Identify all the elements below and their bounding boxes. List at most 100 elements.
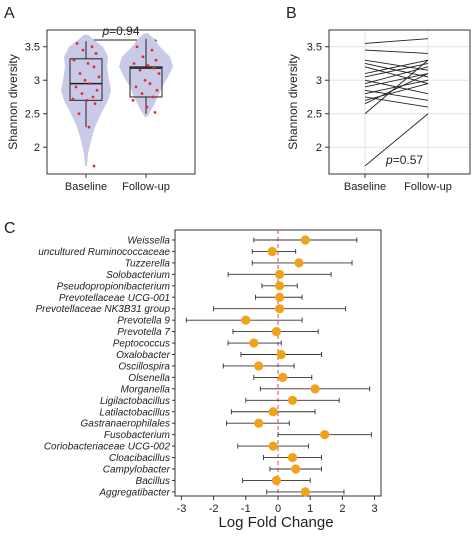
paired-line	[364, 73, 429, 88]
panel-a-y-tick-label: 3.5	[25, 42, 40, 54]
panel-a-data-point	[83, 78, 87, 82]
panel-a-data-point	[72, 58, 76, 62]
panel-c-x-tick-label: -3	[177, 503, 187, 515]
fold-change-point	[276, 349, 286, 360]
taxon-label: Latilactobacillus	[99, 407, 170, 418]
fold-change-point	[275, 269, 285, 279]
panel-a-data-point	[140, 92, 144, 96]
panel-a-data-point	[75, 41, 79, 45]
paired-line	[364, 38, 429, 44]
fold-change-point	[271, 475, 281, 486]
panel-a-x-tick-label: Follow-up	[122, 181, 170, 193]
panel-a-y-tick-label: 2.5	[25, 109, 40, 121]
panel-b-y-tick-label: 2.5	[307, 109, 322, 121]
fold-change-point	[294, 258, 304, 268]
taxon-label: Prevotellaceae NK3B31 group	[35, 304, 170, 315]
panel-c-x-tick-label: -2	[209, 503, 219, 515]
fold-change-point	[275, 281, 285, 291]
fold-change-point	[278, 372, 288, 382]
paired-line	[364, 59, 429, 74]
panel-c-forest-plot: Log Fold Change -3 -2 -1 0 1 2 3 Weissellauncul…	[35, 229, 382, 531]
panel-a-data-point	[74, 85, 78, 89]
panel-a-x-tick-label: Baseline	[65, 181, 107, 193]
panel-a-data-point	[134, 85, 138, 89]
fold-change-point	[267, 246, 277, 257]
fold-change-point	[287, 395, 298, 405]
paired-line	[364, 113, 429, 167]
taxon-label: Prevotella 7	[117, 327, 170, 338]
panel-a-data-point	[92, 164, 96, 168]
panel-a-data-point	[157, 72, 161, 75]
panel-a-data-point	[81, 48, 85, 52]
panel-b-y-tick-label: 3	[316, 75, 322, 87]
fold-change-point	[254, 418, 264, 428]
taxon-label: Campylobacter	[103, 465, 171, 476]
panel-label-c: C	[4, 220, 16, 237]
panel-a-data-point	[95, 88, 99, 92]
taxon-label: Oscillospira	[118, 361, 170, 372]
panel-label-a: A	[4, 5, 15, 22]
panel-a-data-point	[132, 62, 136, 65]
panel-a-data-point	[78, 72, 82, 75]
fold-change-point	[268, 407, 278, 417]
fold-change-point	[300, 235, 310, 245]
taxon-label: Solobacterium	[106, 270, 170, 281]
fold-change-point	[300, 487, 310, 497]
panel-a-data-point	[155, 88, 159, 92]
taxon-label: Ligilactobacillus	[100, 396, 170, 407]
panel-a-y-tick-label: 2	[34, 142, 40, 154]
panel-a-data-point	[91, 95, 95, 99]
panel-c-x-axis-label: Log Fold Change	[218, 514, 333, 531]
panel-a-data-point	[141, 55, 145, 59]
panel-a-data-point	[148, 82, 152, 85]
paired-line	[364, 59, 429, 115]
fold-change-point	[275, 292, 285, 302]
taxon-label: Oxalobacter	[116, 350, 171, 361]
panel-a-data-point	[154, 58, 158, 62]
fold-change-point	[268, 441, 278, 451]
panel-a-data-point	[85, 98, 89, 102]
taxon-label: Tuzzerella	[125, 258, 171, 269]
fold-change-point	[241, 315, 251, 325]
taxon-label: Prevotella 9	[117, 316, 170, 327]
taxon-label: Coriobacteriaceae UCG-002	[44, 442, 171, 453]
fold-change-point	[275, 304, 285, 314]
taxon-label: uncultured Ruminococcaceae	[38, 247, 170, 258]
taxon-label: Olsenella	[128, 373, 170, 384]
follow-up-box	[129, 66, 163, 98]
panel-a-data-point	[143, 78, 147, 82]
taxon-label: Prevotellaceae UCG-001	[59, 293, 170, 304]
taxon-label: Weissella	[127, 236, 170, 247]
paired-line	[364, 83, 429, 101]
panel-b-x-tick-label: Baseline	[344, 181, 386, 193]
fold-change-point	[291, 464, 301, 474]
taxon-label: Bacillus	[136, 476, 170, 487]
fold-change-point	[310, 384, 320, 394]
panel-c-x-tick-label: 2	[339, 503, 345, 515]
panel-a-plot-frame	[46, 29, 196, 175]
fold-change-point	[249, 338, 259, 348]
panel-a-data-point	[77, 112, 81, 116]
panel-a-y-axis-label: Shannon diversity	[6, 54, 20, 149]
follow-up-violin	[119, 33, 173, 118]
paired-line	[364, 73, 429, 105]
paired-line	[364, 49, 429, 54]
panel-a-data-point	[80, 92, 84, 96]
panel-a-data-point	[150, 48, 154, 52]
panel-a-data-point	[87, 125, 91, 129]
panel-b-x-tick-label: Follow-up	[404, 181, 452, 193]
panel-a-data-point	[94, 52, 98, 55]
panel-a-data-point	[153, 110, 157, 114]
panel-b-paired-chart: Shannon diversity p=0.57 2 2.5 3 3.5 Baselin…	[286, 29, 471, 193]
panel-a-data-point	[88, 82, 92, 85]
panel-a-p-annotation: p=0.94	[101, 24, 139, 38]
panel-c-x-tick-label: 3	[372, 503, 378, 515]
panel-c-x-tick-label: 1	[307, 503, 313, 515]
panel-a-data-point	[97, 75, 101, 79]
panel-c-x-tick-label: -1	[241, 503, 251, 515]
fold-change-point	[320, 430, 330, 440]
panel-b-y-axis-label: Shannon diversity	[286, 54, 300, 149]
panel-a-violin-chart: Shannon diversity p=0.94 2 2.5 3 3.5 Baselin…	[6, 24, 196, 193]
panel-a-data-point	[138, 68, 142, 72]
